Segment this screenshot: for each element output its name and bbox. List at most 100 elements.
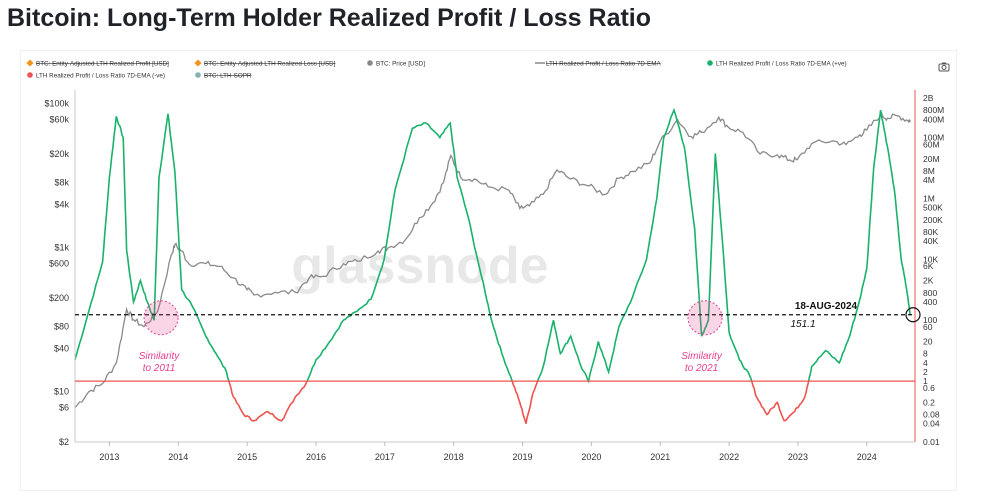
x-tick-label: 2020	[581, 452, 601, 462]
similarity-circle-left	[143, 300, 179, 336]
similarity-right-label: Similarity	[681, 351, 723, 362]
date-label: 18-AUG-2024	[795, 301, 858, 312]
similarity-right-label: to 2021	[685, 363, 718, 374]
y-right-tick-label: 0.08	[923, 410, 940, 420]
y-right-tick-label: 500K	[923, 203, 943, 213]
y-right-tick-label: 100M	[923, 133, 944, 143]
x-tick-label: 2013	[99, 452, 119, 462]
y-left-tick-label: $100k	[44, 99, 69, 109]
x-tick-label: 2023	[788, 452, 808, 462]
chart-svg: BTC: Entity-Adjusted LTH Realized Profit…	[19, 49, 958, 492]
legend-label: BTC: LTH-SOPR	[204, 72, 252, 79]
chart-frame	[19, 49, 958, 492]
y-right-tick-label: 8M	[923, 166, 935, 176]
legend-label: BTC: Price [USD]	[376, 60, 425, 67]
ratio-line-negative	[750, 380, 810, 422]
y-left-tick-label: $4k	[54, 199, 69, 209]
legend-label: BTC: Entity-Adjusted LTH Realized Profit…	[36, 60, 169, 67]
x-tick-label: 2017	[375, 452, 395, 462]
y-right-tick-label: 8	[923, 349, 928, 359]
legend-marker	[195, 72, 201, 78]
y-right-tick-label: 2K	[923, 276, 934, 286]
y-right-tick-label: 20	[923, 337, 933, 347]
x-tick-label: 2021	[650, 452, 670, 462]
y-left-tick-label: $1k	[54, 243, 69, 253]
legend-label: LTH Realized Profit / Loss Ratio 7D-EMA	[546, 60, 661, 67]
y-right-tick-label: 400M	[923, 114, 944, 124]
y-left-tick-label: $40	[54, 343, 69, 353]
page-title: Bitcoin: Long-Term Holder Realized Profi…	[7, 4, 652, 32]
y-right-tick-label: 200K	[923, 215, 943, 225]
y-right-tick-label: 0.6	[923, 383, 935, 393]
legend-item: BTC: Price [USD]	[367, 60, 425, 67]
legend-marker	[367, 60, 373, 66]
y-right-tick-label: 2	[923, 367, 928, 377]
legend-label: BTC: Entity-Adjusted LTH Realized Loss […	[204, 60, 336, 67]
legend-item: BTC: Entity-Adjusted LTH Realized Loss […	[194, 59, 336, 67]
y-right-tick-label: 4	[923, 358, 928, 368]
y-left-tick-label: $8k	[54, 178, 69, 188]
legend-marker	[27, 72, 33, 78]
legend-item: LTH Realized Profit / Loss Ratio 7D-EMA …	[27, 72, 165, 79]
similarity-left-label: to 2011	[143, 363, 176, 374]
y-left-tick-label: $2	[59, 437, 69, 447]
legend-marker	[194, 59, 202, 67]
legend-item: LTH Realized Profit / Loss Ratio 7D-EMA	[535, 60, 661, 67]
y-right-tick-label: 6K	[923, 261, 934, 271]
current-value-marker	[905, 307, 921, 323]
y-left-tick-label: $60k	[49, 115, 69, 125]
chart-axes: $100k $60k $20k $8k $4k $1k $600 $200 $80 $40 $10 $…	[44, 90, 944, 462]
similarity-left-label: Similarity	[139, 351, 181, 362]
x-tick-label: 2016	[306, 452, 326, 462]
x-tick-label: 2015	[237, 452, 257, 462]
y-left-tick-label: $600	[49, 259, 69, 269]
y-right-tick-label: 60	[923, 322, 933, 332]
y-right-tick-label: 0.04	[923, 419, 940, 429]
ratio-line-positive	[807, 109, 911, 382]
ratio-line-negative	[511, 380, 539, 424]
y-right-tick-label: 100	[923, 315, 937, 325]
y-left-tick-label: $80	[54, 322, 69, 332]
x-tick-label: 2014	[168, 452, 188, 462]
y-right-tick-label: 10K	[923, 254, 938, 264]
chart-container: BTC: Entity-Adjusted LTH Realized Profit…	[19, 49, 958, 492]
y-left-tick-label: $20k	[49, 149, 69, 159]
y-right-tick-label: 1M	[923, 193, 935, 203]
y-right-tick-label: 0.01	[923, 437, 940, 447]
x-tick-label: 2018	[444, 452, 464, 462]
price-line	[74, 111, 911, 409]
value-label: 151.1	[790, 319, 815, 330]
legend-label: LTH Realized Profit / Loss Ratio 7D-EMA …	[716, 60, 847, 67]
legend-label: LTH Realized Profit / Loss Ratio 7D-EMA …	[36, 72, 165, 79]
watermark: glassnode	[291, 237, 548, 295]
legend-item: LTH Realized Profit / Loss Ratio 7D-EMA …	[707, 60, 847, 67]
ratio-line-positive	[536, 107, 753, 384]
y-right-tick-label: 0.2	[923, 397, 935, 407]
y-right-tick-label: 800	[923, 288, 937, 298]
plot-area	[74, 107, 911, 424]
x-tick-label: 2024	[857, 452, 877, 462]
y-right-tick-label: 800M	[923, 105, 944, 115]
y-left-tick-label: $10	[54, 387, 69, 397]
y-right-tick-label: 20M	[923, 154, 940, 164]
y-right-tick-label: 2B	[923, 93, 934, 103]
legend-item: BTC: LTH-SOPR	[195, 72, 252, 79]
ratio-line-negative	[228, 380, 308, 422]
y-right-tick-label: 80K	[923, 227, 938, 237]
ratio-line-positive	[306, 121, 513, 382]
y-right-tick-label: 40K	[923, 236, 938, 246]
camera-icon[interactable]	[938, 62, 950, 72]
ratio-line-positive	[74, 113, 230, 382]
y-right-tick-label: 1	[923, 376, 928, 386]
y-left-tick-label: $6	[59, 403, 69, 413]
x-tick-label: 2019	[513, 452, 533, 462]
legend-marker	[707, 60, 713, 66]
legend-item: BTC: Entity-Adjusted LTH Realized Profit…	[26, 59, 169, 67]
similarity-circle-right	[687, 300, 723, 336]
y-right-tick-label: 4M	[923, 175, 935, 185]
x-tick-label: 2022	[719, 452, 739, 462]
y-right-tick-label: 60M	[923, 139, 940, 149]
y-left-tick-label: $200	[49, 293, 69, 303]
y-right-tick-label: 400	[923, 297, 937, 307]
